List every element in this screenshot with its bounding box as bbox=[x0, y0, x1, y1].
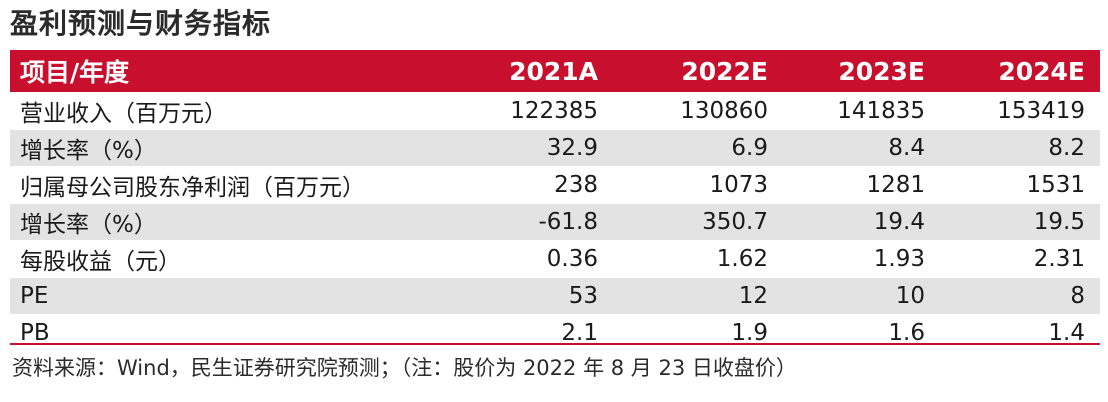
cell-2022e: 12 bbox=[738, 283, 768, 309]
cell-2021a: 122385 bbox=[510, 98, 598, 124]
table-bottom-rule bbox=[10, 343, 1100, 345]
cell-2024e: 8 bbox=[1070, 283, 1085, 309]
row-label: PE bbox=[20, 283, 49, 309]
cell-2023e: 19.4 bbox=[873, 209, 925, 235]
row-label: 归属母公司股东净利润（百万元） bbox=[20, 175, 365, 201]
table-row: 归属母公司股东净利润（百万元） 238 1073 1281 1531 bbox=[10, 167, 1100, 204]
cell-2023e: 141835 bbox=[837, 98, 925, 124]
cell-2022e: 1.62 bbox=[716, 246, 768, 272]
cell-2024e: 8.2 bbox=[1048, 135, 1085, 161]
cell-2023e: 1281 bbox=[866, 172, 925, 198]
header-2021a: 2021A bbox=[509, 56, 598, 86]
table-row: 增长率（%） 32.9 6.9 8.4 8.2 bbox=[10, 130, 1100, 167]
cell-2021a: 32.9 bbox=[546, 135, 598, 161]
row-label: 增长率（%） bbox=[20, 212, 157, 238]
header-item-year: 项目/年度 bbox=[20, 58, 130, 87]
cell-2022e: 1.9 bbox=[731, 320, 768, 346]
cell-2021a: 0.36 bbox=[546, 246, 598, 272]
row-label: 每股收益（元） bbox=[20, 249, 181, 275]
row-label: 营业收入（百万元） bbox=[20, 101, 227, 127]
cell-2022e: 130860 bbox=[680, 98, 768, 124]
header-2023e: 2023E bbox=[838, 56, 925, 86]
row-label: PB bbox=[20, 320, 50, 346]
cell-2024e: 19.5 bbox=[1033, 209, 1085, 235]
header-2022e: 2022E bbox=[681, 56, 768, 86]
row-label: 增长率（%） bbox=[20, 138, 157, 164]
cell-2022e: 6.9 bbox=[731, 135, 768, 161]
financial-forecast-table: 项目/年度 2021A 2022E 2023E 2024E 营业收入（百万元） … bbox=[10, 50, 1100, 352]
cell-2024e: 1531 bbox=[1026, 172, 1085, 198]
cell-2022e: 1073 bbox=[709, 172, 768, 198]
cell-2023e: 10 bbox=[895, 283, 925, 309]
table-row: PB 2.1 1.9 1.6 1.4 bbox=[10, 315, 1100, 352]
cell-2023e: 1.93 bbox=[873, 246, 925, 272]
header-2024e: 2024E bbox=[998, 56, 1085, 86]
table-row: 营业收入（百万元） 122385 130860 141835 153419 bbox=[10, 93, 1100, 130]
cell-2021a: 2.1 bbox=[561, 320, 598, 346]
source-note: 资料来源：Wind，民生证券研究院预测；（注：股价为 2022 年 8 月 23… bbox=[12, 356, 797, 380]
table-header-row: 项目/年度 2021A 2022E 2023E 2024E bbox=[10, 50, 1100, 93]
cell-2021a: 53 bbox=[568, 283, 598, 309]
cell-2023e: 1.6 bbox=[888, 320, 925, 346]
cell-2023e: 8.4 bbox=[888, 135, 925, 161]
cell-2024e: 153419 bbox=[997, 98, 1085, 124]
cell-2021a: -61.8 bbox=[538, 209, 598, 235]
report-title: 盈利预测与财务指标 bbox=[10, 7, 272, 40]
table-row: 每股收益（元） 0.36 1.62 1.93 2.31 bbox=[10, 241, 1100, 278]
table-row: 增长率（%） -61.8 350.7 19.4 19.5 bbox=[10, 204, 1100, 241]
table-row: PE 53 12 10 8 bbox=[10, 278, 1100, 315]
cell-2022e: 350.7 bbox=[702, 209, 768, 235]
cell-2021a: 238 bbox=[554, 172, 598, 198]
cell-2024e: 2.31 bbox=[1033, 246, 1085, 272]
cell-2024e: 1.4 bbox=[1048, 320, 1085, 346]
